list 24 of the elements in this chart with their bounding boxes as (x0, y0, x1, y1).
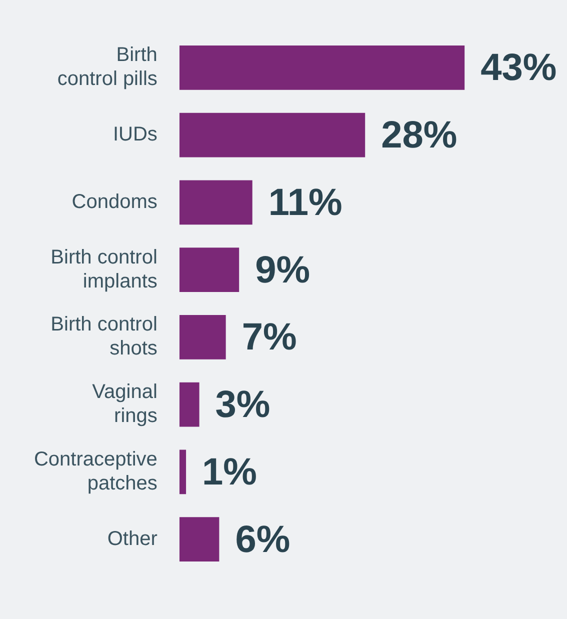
y-tick-label: Contraceptive patches (34, 448, 158, 494)
bar (179, 450, 186, 494)
data-label: 7% (242, 316, 297, 359)
bar (179, 248, 240, 292)
bar (179, 180, 252, 225)
y-tick-label: IUDs (112, 124, 158, 146)
data-label: 9% (255, 249, 310, 292)
y-tick-label: Vaginal rings (92, 381, 158, 428)
data-label: 6% (235, 518, 290, 561)
y-tick-label: Other (107, 528, 158, 550)
y-tick-label: Condoms (72, 190, 158, 213)
data-label: 43% (480, 47, 557, 90)
y-tick-label: Birth control implants (50, 246, 158, 292)
bar (179, 314, 226, 360)
data-label: 3% (215, 384, 270, 426)
bar (179, 112, 366, 158)
y-tick-label: Birth control pills (57, 44, 158, 90)
bar (179, 45, 465, 90)
data-label: 11% (268, 182, 342, 224)
data-label: 28% (381, 114, 458, 157)
bar (179, 517, 220, 562)
data-label: 1% (202, 451, 257, 494)
y-tick-label: Birth control shots (50, 314, 158, 360)
bar (179, 382, 200, 427)
